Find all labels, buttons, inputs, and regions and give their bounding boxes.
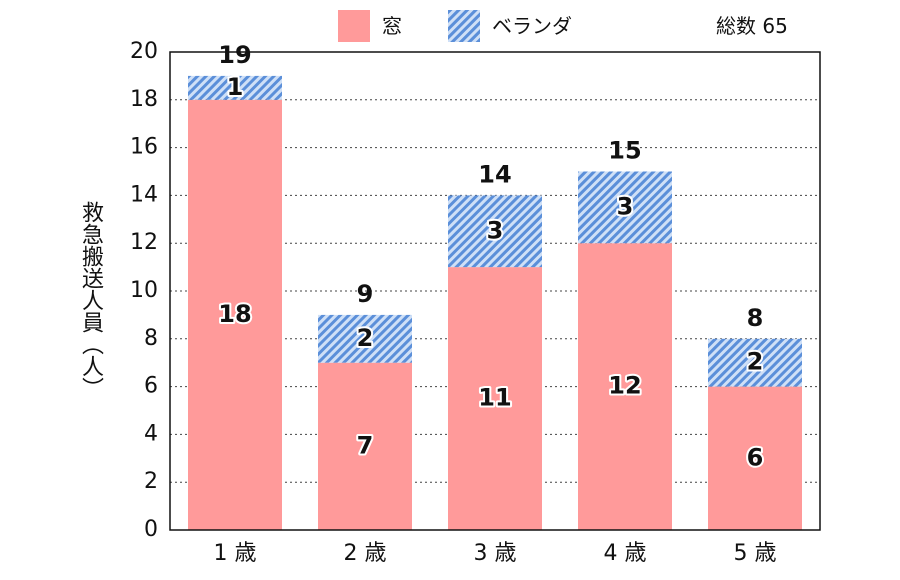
data-label-window: 7: [357, 431, 374, 459]
data-label-total: 14: [478, 160, 511, 188]
data-label-veranda: 1: [227, 73, 244, 101]
data-label-veranda: 3: [487, 216, 504, 244]
bar-segment-veranda: [188, 75, 282, 100]
legend-label-window: 窓: [382, 14, 402, 38]
bar-segment-veranda: [318, 314, 412, 363]
x-tick-label: 3 歳: [474, 541, 517, 566]
bar-segment-window: [318, 362, 412, 530]
y-tick-label: 2: [144, 469, 158, 494]
data-label-total: 9: [357, 280, 374, 308]
y-tick-label: 10: [130, 278, 158, 303]
x-tick-label: 1 歳: [214, 541, 257, 566]
legend: 窓 ベランダ 総数 65: [338, 10, 788, 42]
bar-segment-window: [708, 386, 802, 530]
bar-labels: 18 1 19 7 2 9 11 3 14 12 3 15 6 2 8: [216, 41, 765, 473]
bar-segment-veranda: [578, 171, 672, 244]
bar-segment-window: [188, 99, 282, 531]
bar-segment-veranda: [708, 338, 802, 387]
y-tick-label: 12: [130, 230, 158, 255]
y-tick-label: 18: [130, 87, 158, 112]
y-tick-label: 14: [130, 182, 158, 207]
y-tick-label: 16: [130, 135, 158, 160]
x-tick-label: 2 歳: [344, 541, 387, 566]
data-label-window: 18: [218, 300, 251, 328]
bar-segment-window: [578, 243, 672, 530]
bar-segment-window: [448, 267, 542, 530]
x-tick-label: 4 歳: [604, 541, 647, 566]
y-tick-label: 0: [144, 517, 158, 542]
bar-segment-veranda: [448, 195, 542, 268]
y-axis-label: 救急搬送人員（人）: [78, 201, 104, 399]
y-tick-label: 20: [130, 39, 158, 64]
data-label-veranda: 2: [357, 324, 374, 352]
x-tick-label: 5 歳: [734, 541, 777, 566]
legend-label-veranda: ベランダ: [492, 14, 572, 38]
data-label-total: 8: [747, 304, 764, 332]
data-label-veranda: 2: [747, 348, 764, 376]
data-label-window: 6: [747, 443, 764, 471]
total-count-annotation: 総数 65: [716, 14, 788, 38]
plot-frame: [169, 51, 821, 531]
y-tick-label: 8: [144, 326, 158, 351]
data-label-window: 12: [608, 372, 641, 400]
y-tick-label: 6: [144, 374, 158, 399]
y-tick-label: 4: [144, 421, 158, 446]
data-label-veranda: 3: [617, 192, 634, 220]
legend-swatch-veranda: [448, 10, 480, 42]
data-label-total: 15: [608, 137, 641, 165]
bars: [188, 75, 802, 531]
data-label-total: 19: [218, 41, 251, 69]
data-label-window: 11: [478, 384, 511, 412]
legend-swatch-window: [338, 10, 370, 42]
